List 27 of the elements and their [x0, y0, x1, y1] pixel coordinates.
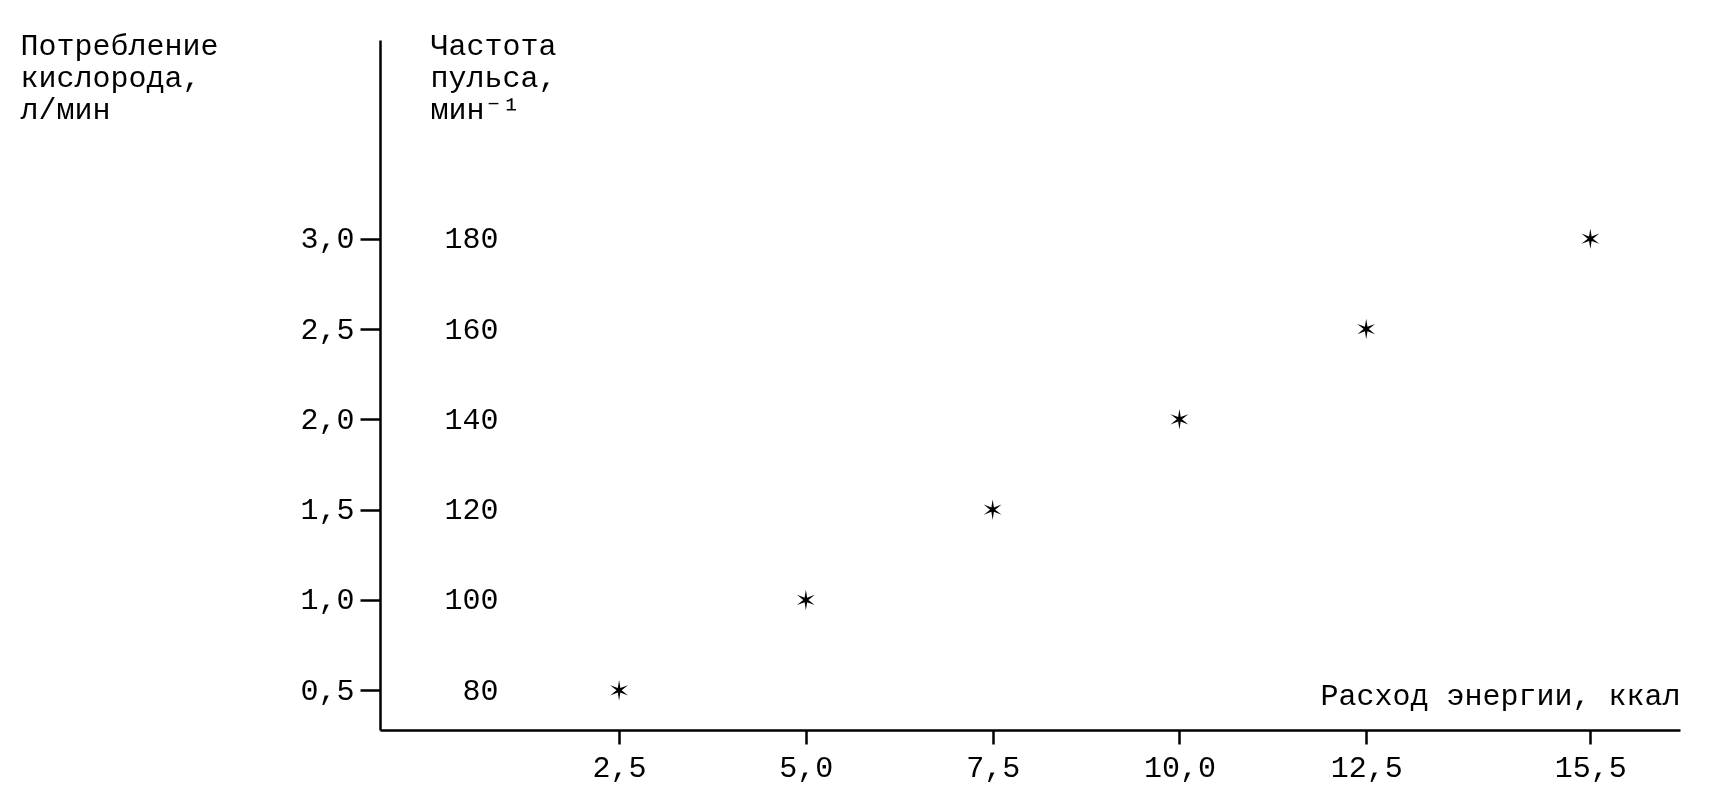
- point: [1170, 409, 1189, 430]
- y2-tick-label: 140: [444, 403, 499, 438]
- y-tick-label: 1,5: [300, 494, 355, 529]
- y2-tick-label: 180: [444, 223, 499, 258]
- y2-tick-label: 80: [462, 674, 499, 709]
- y-tick-label: 2,0: [300, 403, 355, 438]
- x-tick-label: 2,5: [592, 751, 647, 786]
- x-tick-label: 7,5: [966, 751, 1021, 786]
- y2-tick-label: 100: [444, 584, 499, 619]
- x-tick-label: 15,5: [1554, 751, 1627, 786]
- x-tick-label: 12,5: [1330, 751, 1403, 786]
- y2-tick-label: 160: [444, 313, 499, 348]
- y2-axis-title: Частота пульса, мин⁻¹: [430, 29, 557, 128]
- x-axis-title: Расход энергии, ккал: [1320, 679, 1681, 714]
- y-tick-label: 0,5: [300, 674, 355, 709]
- y2-tick-label: 120: [444, 494, 499, 529]
- y-tick-label: 1,0: [300, 584, 355, 619]
- x-tick-label: 5,0: [779, 751, 834, 786]
- point: [1581, 228, 1600, 249]
- point: [610, 680, 628, 701]
- x-tick-label: 10,0: [1143, 751, 1216, 786]
- y-tick-label: 2,5: [300, 313, 355, 348]
- y-axis-title: Потребление кислорода, л/мин: [20, 29, 219, 128]
- y-tick-label: 3,0: [300, 223, 355, 258]
- point: [796, 589, 815, 611]
- point: [983, 499, 1002, 520]
- point: [1357, 318, 1376, 340]
